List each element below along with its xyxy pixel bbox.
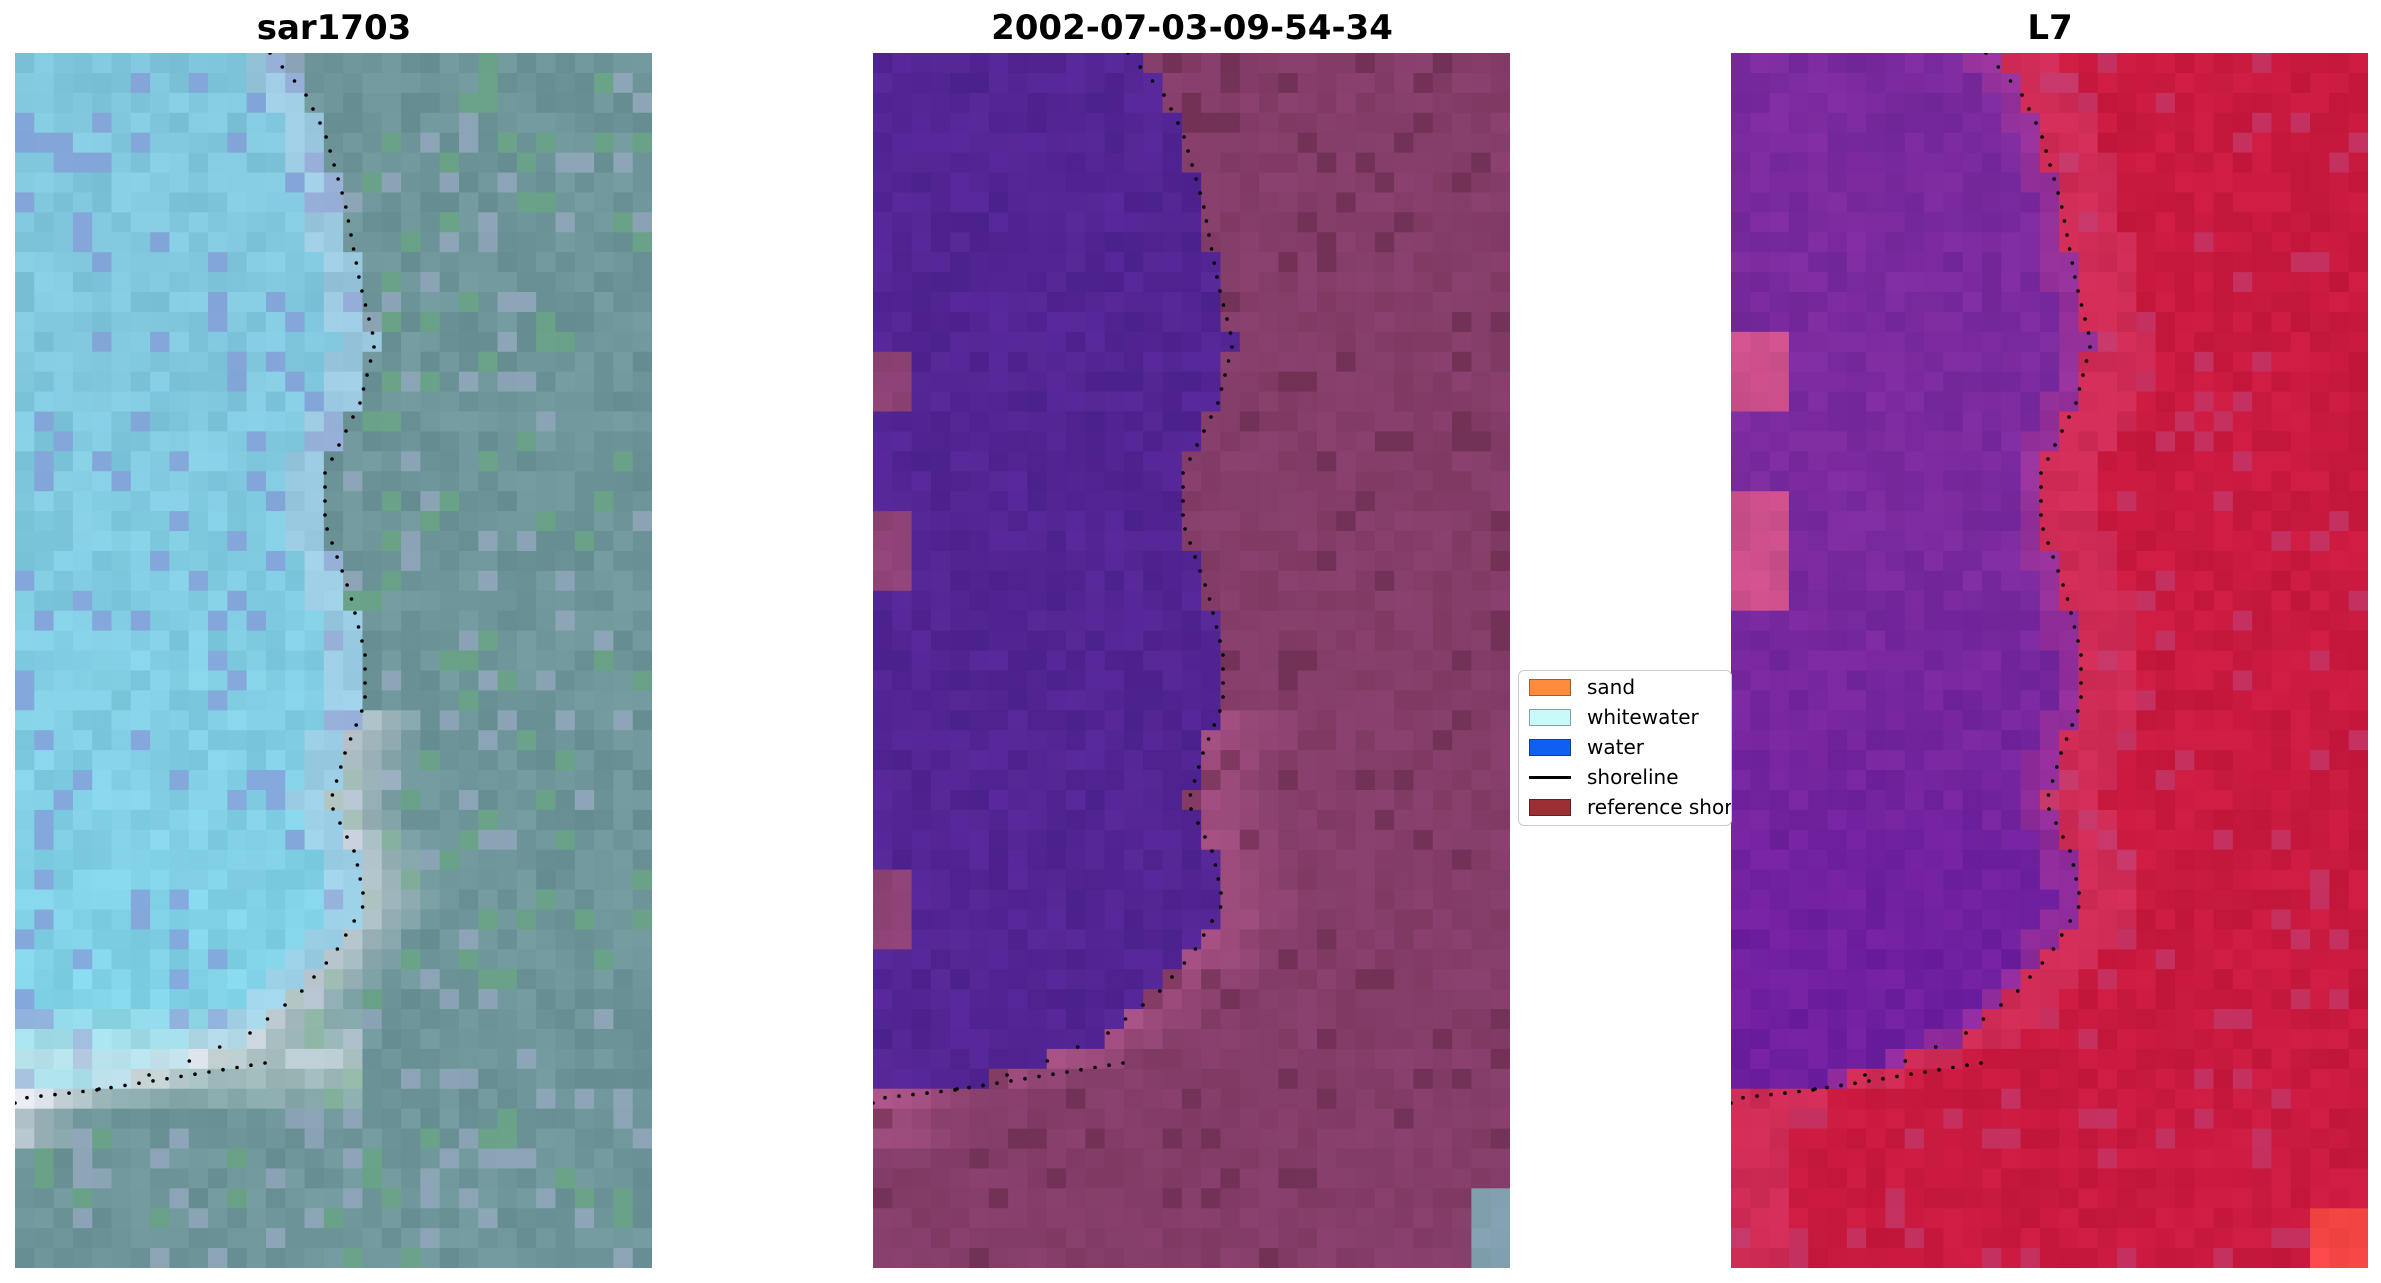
rgb-satellite-image (15, 53, 652, 1268)
false-color-satellite-image (1731, 53, 2368, 1268)
legend-label-shoreline: shoreline (1587, 765, 1679, 789)
panel-title-false-color: L7 (2027, 8, 2073, 48)
reference-shoreline-swatch (1529, 798, 1571, 816)
shoreline-dots (1731, 53, 2092, 1105)
legend-item-water: water (1529, 734, 1644, 760)
legend-label-sand: sand (1587, 675, 1636, 699)
rgb-image-panel (15, 53, 652, 1268)
shoreline-dots (873, 53, 1234, 1105)
sand-swatch (1529, 678, 1571, 696)
legend-item-shoreline: shoreline (1529, 764, 1679, 790)
whitewater-swatch (1529, 708, 1571, 726)
legend-label-reference-shoreline: reference shoreline (1587, 795, 1732, 819)
shoreline-line (1529, 775, 1571, 779)
legend-item-reference-shoreline: reference shoreline (1529, 794, 1732, 820)
classified-image-panel (873, 53, 1510, 1268)
legend-label-water: water (1587, 735, 1644, 759)
legend-item-sand: sand (1529, 674, 1635, 700)
legend: sand whitewater water shoreline referenc… (1518, 670, 1732, 826)
panel-title-rgb: sar1703 (256, 8, 412, 48)
legend-label-whitewater: whitewater (1587, 705, 1699, 729)
legend-item-whitewater: whitewater (1529, 704, 1699, 730)
false-color-image-panel (1731, 53, 2368, 1268)
water-swatch (1529, 738, 1571, 756)
classified-satellite-image (873, 53, 1510, 1268)
shoreline-dots (15, 53, 376, 1105)
panel-title-classified: 2002-07-03-09-54-34 (991, 8, 1393, 48)
